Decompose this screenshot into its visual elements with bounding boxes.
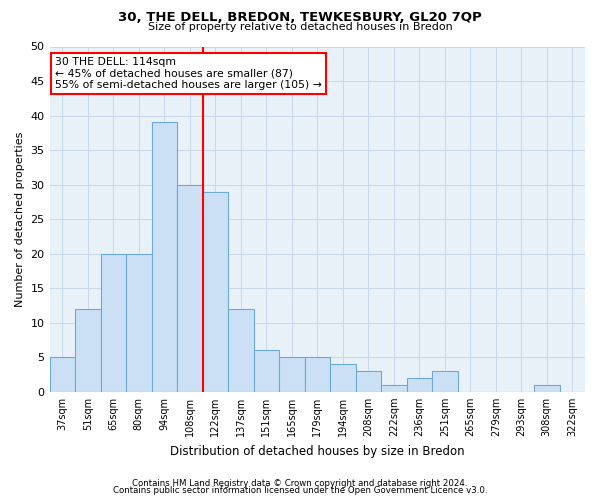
X-axis label: Distribution of detached houses by size in Bredon: Distribution of detached houses by size … (170, 444, 464, 458)
Bar (228, 309, 254, 392)
Bar (50, 358, 75, 392)
Bar (279, 358, 305, 392)
Text: Contains public sector information licensed under the Open Government Licence v3: Contains public sector information licen… (113, 486, 487, 495)
Bar (152, 122, 177, 392)
Bar (101, 254, 126, 392)
Text: Size of property relative to detached houses in Bredon: Size of property relative to detached ho… (148, 22, 452, 32)
Text: Contains HM Land Registry data © Crown copyright and database right 2024.: Contains HM Land Registry data © Crown c… (132, 478, 468, 488)
Bar (534, 385, 560, 392)
Bar (356, 371, 381, 392)
Bar (254, 350, 279, 392)
Y-axis label: Number of detached properties: Number of detached properties (15, 132, 25, 307)
Bar (381, 385, 407, 392)
Bar (305, 358, 330, 392)
Bar (75, 309, 101, 392)
Bar (330, 364, 356, 392)
Bar (432, 371, 458, 392)
Bar (177, 184, 203, 392)
Text: 30, THE DELL, BREDON, TEWKESBURY, GL20 7QP: 30, THE DELL, BREDON, TEWKESBURY, GL20 7… (118, 11, 482, 24)
Bar (126, 254, 152, 392)
Bar (203, 192, 228, 392)
Text: 30 THE DELL: 114sqm
← 45% of detached houses are smaller (87)
55% of semi-detach: 30 THE DELL: 114sqm ← 45% of detached ho… (55, 57, 322, 90)
Bar (407, 378, 432, 392)
